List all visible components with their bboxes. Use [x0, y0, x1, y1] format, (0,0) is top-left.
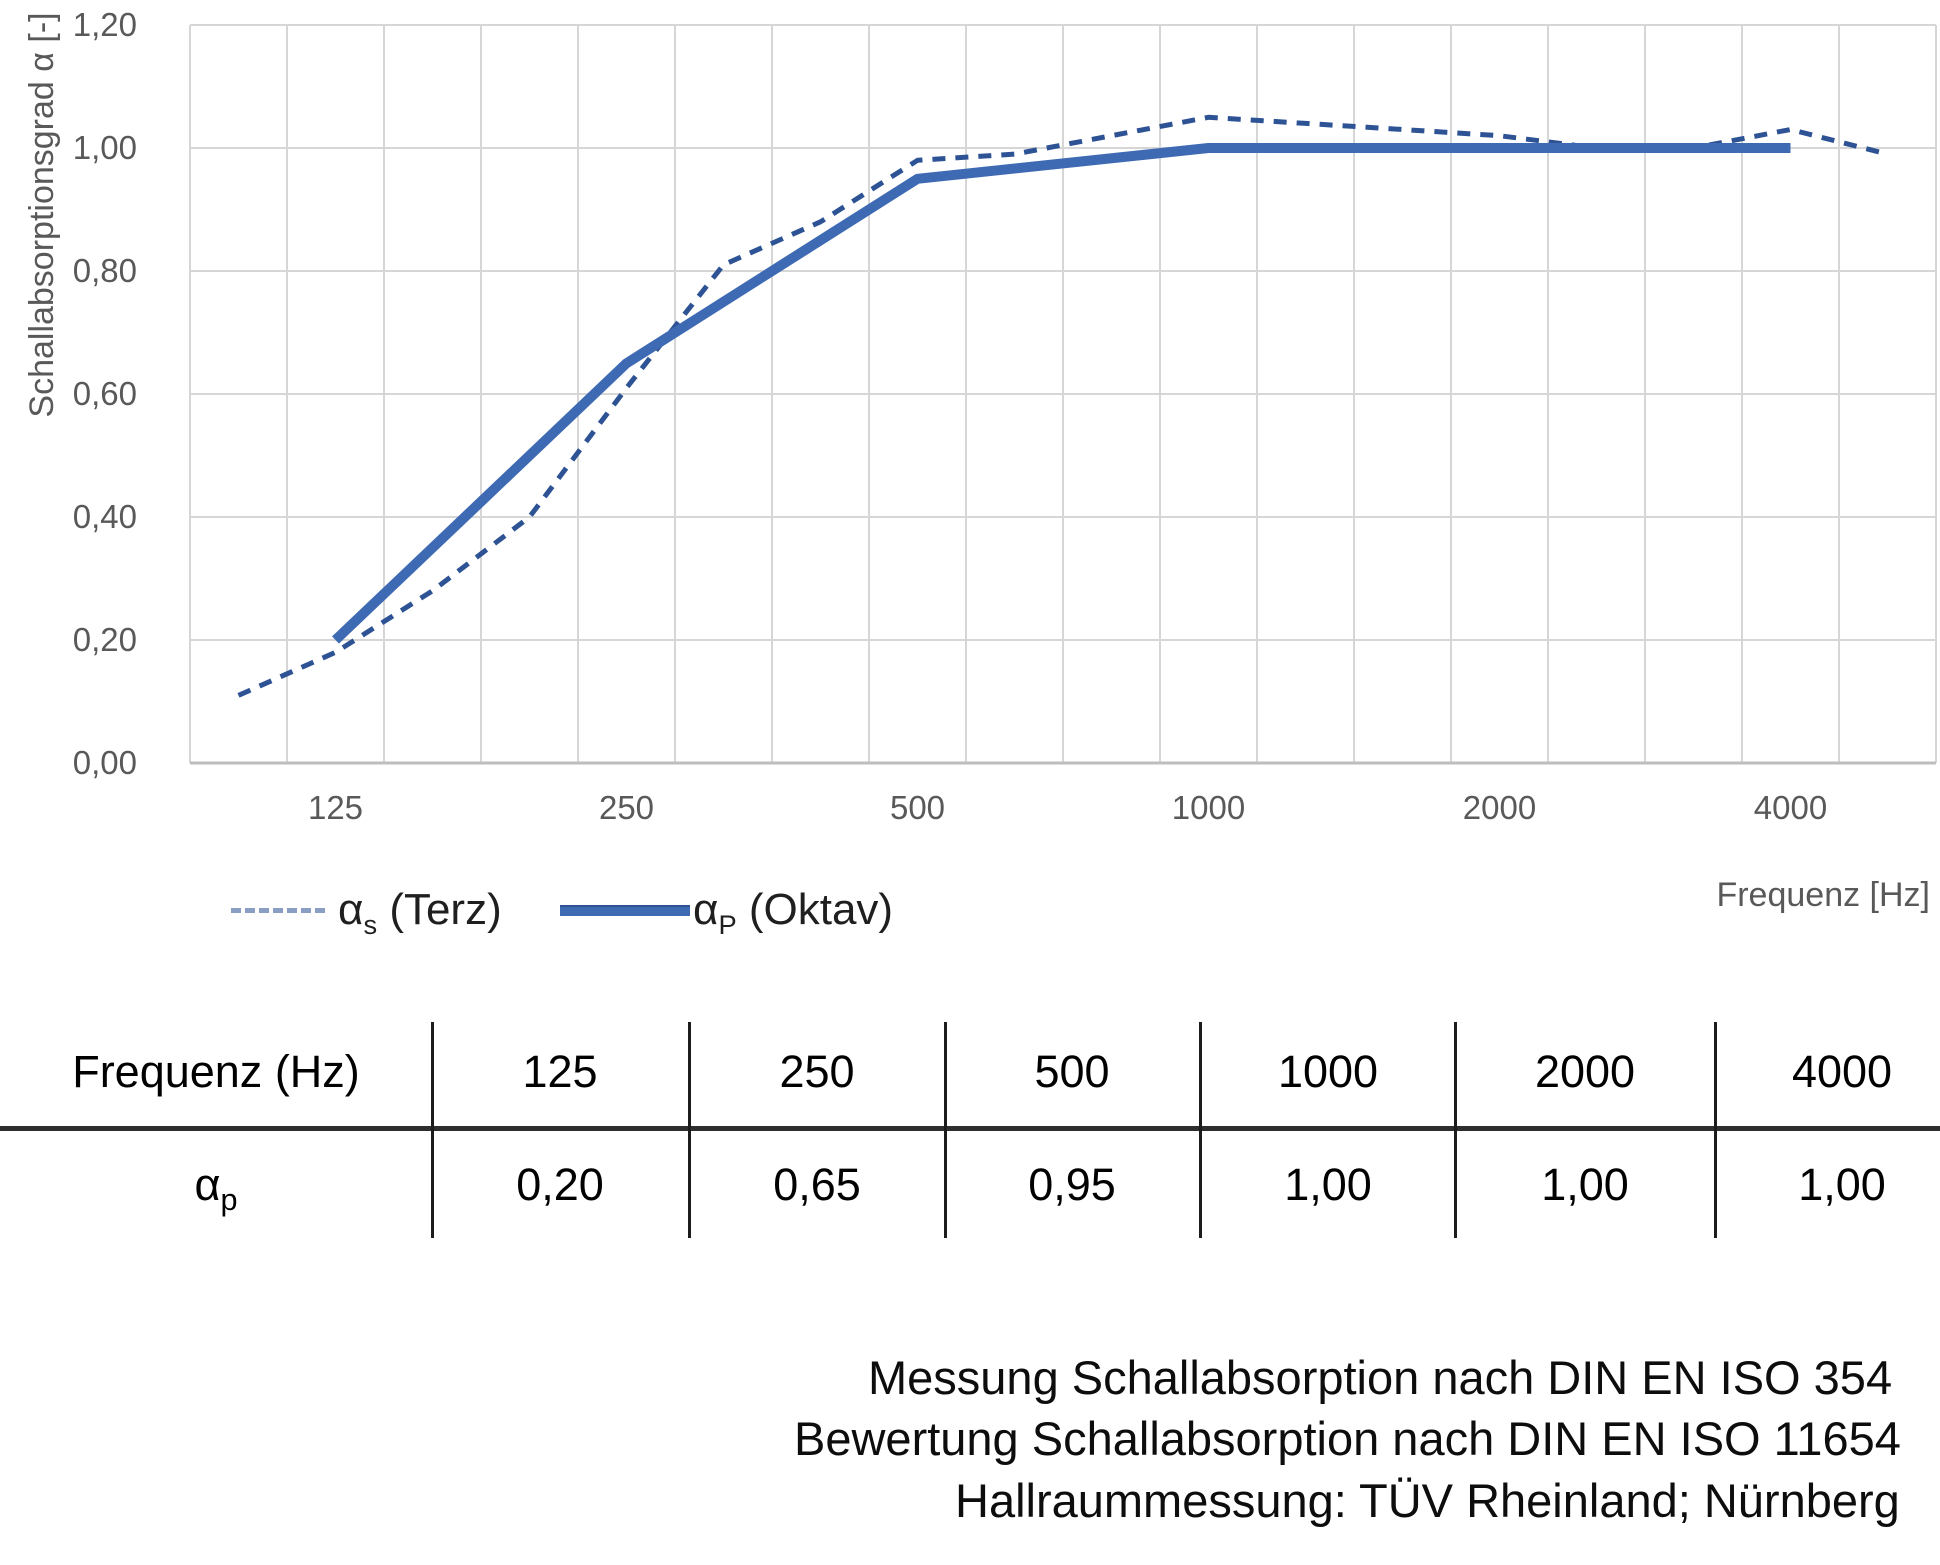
table-vertical-rule	[688, 1022, 691, 1238]
table-value-cell: 0,65	[773, 1159, 861, 1210]
y-tick-label: 0,00	[72, 744, 137, 781]
y-tick-label: 1,00	[72, 129, 137, 166]
table-header-cell: 2000	[1534, 1046, 1636, 1097]
x-tick-label: 2000	[1462, 789, 1537, 826]
table-value-cell: 1,00	[1284, 1159, 1372, 1210]
alpha-subscript: s	[363, 908, 378, 940]
x-tick-label: 1000	[1171, 789, 1246, 826]
y-tick-label: 0,20	[72, 621, 137, 658]
table-vertical-rule	[431, 1022, 434, 1238]
table-header-cell: 250	[779, 1046, 855, 1097]
y-tick-label: 0,40	[72, 498, 137, 535]
legend-label-terz: αs (Terz)	[338, 884, 502, 938]
table-header-cell: 4000	[1791, 1046, 1893, 1097]
alpha-symbol: α	[194, 1159, 221, 1210]
table-vertical-rule	[944, 1022, 947, 1238]
table-header-frequency: Frequenz (Hz)	[72, 1046, 360, 1097]
table-value-cell: 0,20	[516, 1159, 604, 1210]
alpha-symbol: α	[338, 885, 364, 934]
y-tick-label: 0,80	[72, 252, 137, 289]
legend-label-oktav: αP (Oktav)	[693, 884, 894, 938]
table-row-label-alpha-p: αp	[16, 1159, 416, 1216]
legend-label-terz-text: (Terz)	[389, 885, 502, 934]
x-tick-label: 4000	[1753, 789, 1828, 826]
table-header-cell: 125	[522, 1046, 598, 1097]
table-value-cell: 1,00	[1541, 1159, 1629, 1210]
x-axis-title: Frequenz [Hz]	[1716, 876, 1930, 914]
table-value-cell: 0,95	[1028, 1159, 1116, 1210]
table-header-cell: 1000	[1277, 1046, 1379, 1097]
x-tick-label: 125	[307, 789, 364, 826]
footer-note-line: Bewertung Schallabsorption nach DIN EN I…	[794, 1412, 1901, 1465]
table-vertical-rule	[1454, 1022, 1457, 1238]
x-tick-label: 500	[889, 789, 946, 826]
table-value-cell: 1,00	[1798, 1159, 1886, 1210]
y-tick-label: 1,20	[72, 6, 137, 43]
alpha-p-subscript: p	[220, 1183, 238, 1217]
legend-label-oktav-text: (Oktav)	[748, 885, 894, 934]
footer-note-line: Hallraummessung: TÜV Rheinland; Nürnberg	[955, 1474, 1900, 1527]
y-axis-title: Schallabsorptionsgrad α [-]	[23, 12, 61, 418]
table-vertical-rule	[1714, 1022, 1717, 1238]
table-header-cell: 500	[1034, 1046, 1110, 1097]
footer-note-line: Messung Schallabsorption nach DIN EN ISO…	[868, 1351, 1893, 1404]
alpha-symbol: α	[693, 885, 719, 934]
table-vertical-rule	[1199, 1022, 1202, 1238]
absorption-line-chart	[189, 24, 1937, 765]
legend-solid-line-swatch	[560, 905, 690, 916]
y-tick-label: 0,60	[72, 375, 137, 412]
x-tick-label: 250	[598, 789, 655, 826]
table-horizontal-rule	[0, 1126, 1940, 1131]
legend-dashed-line-swatch	[231, 908, 325, 913]
alpha-subscript: P	[718, 908, 737, 940]
